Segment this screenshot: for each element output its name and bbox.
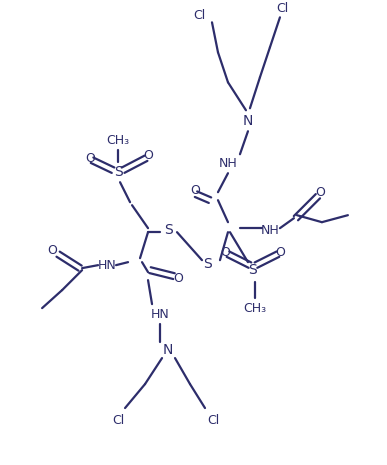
Text: O: O [47,244,57,257]
Text: Cl: Cl [276,2,288,15]
Text: Cl: Cl [193,9,205,22]
Text: Cl: Cl [207,413,219,426]
Text: O: O [190,184,200,197]
Text: S: S [204,257,212,271]
Text: CH₃: CH₃ [243,302,267,315]
Text: O: O [143,149,153,162]
Text: Cl: Cl [112,413,124,426]
Text: CH₃: CH₃ [106,134,130,147]
Text: NH: NH [219,157,237,170]
Text: S: S [164,223,172,237]
Text: N: N [163,343,173,357]
Text: S: S [114,165,122,179]
Text: S: S [248,263,257,277]
Text: O: O [173,272,183,285]
Text: HN: HN [151,308,170,320]
Text: O: O [85,152,95,165]
Text: NH: NH [260,224,279,237]
Text: O: O [275,246,285,259]
Text: HN: HN [98,259,116,272]
Text: O: O [220,246,230,259]
Text: O: O [315,186,325,199]
Text: N: N [243,114,253,128]
